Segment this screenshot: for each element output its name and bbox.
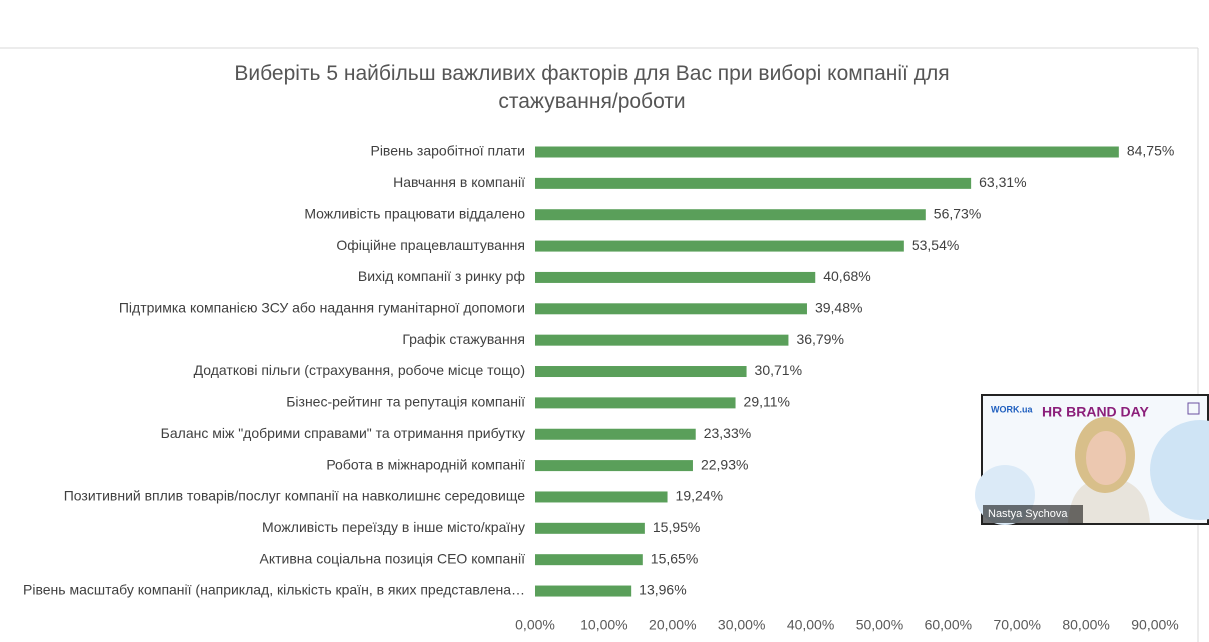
category-label: Робота в міжнародній компанії [326, 456, 525, 472]
x-tick-label: 40,00% [787, 617, 834, 633]
x-tick-label: 30,00% [718, 617, 765, 633]
bar [535, 240, 904, 252]
value-label: 22,93% [701, 456, 748, 472]
value-label: 84,75% [1127, 143, 1174, 159]
bar [535, 366, 747, 378]
category-label: Додаткові пільги (страхування, робоче мі… [194, 362, 525, 378]
category-label: Активна соціальна позиція СЕО компанії [260, 550, 526, 566]
value-label: 36,79% [796, 331, 843, 347]
x-tick-label: 50,00% [856, 617, 903, 633]
bar [535, 428, 696, 440]
value-label: 15,65% [651, 550, 698, 566]
value-label: 56,73% [934, 205, 981, 221]
bar [535, 397, 736, 409]
value-label: 13,96% [639, 582, 686, 598]
x-tick-label: 20,00% [649, 617, 696, 633]
bar [535, 460, 693, 472]
value-label: 19,24% [676, 488, 723, 504]
bar [535, 491, 668, 503]
x-tick-label: 0,00% [515, 617, 555, 633]
category-label: Рівень масштабу компанії (наприклад, кіл… [23, 582, 525, 598]
category-label: Рівень заробітної плати [370, 143, 525, 159]
x-tick-label: 70,00% [993, 617, 1040, 633]
category-label: Позитивний вплив товарів/послуг компанії… [64, 488, 525, 504]
x-tick-label: 10,00% [580, 617, 627, 633]
bar [535, 209, 926, 221]
value-label: 30,71% [755, 362, 802, 378]
bar [535, 177, 972, 189]
bar [535, 585, 632, 597]
bar [535, 522, 645, 534]
value-label: 63,31% [979, 174, 1026, 190]
value-label: 40,68% [823, 268, 870, 284]
bar [535, 554, 643, 566]
category-label: Підтримка компанією ЗСУ або надання гума… [119, 300, 525, 316]
bar [535, 146, 1119, 158]
x-tick-label: 80,00% [1062, 617, 1109, 633]
category-label: Можливість переїзду в інше місто/країну [262, 519, 525, 535]
bar [535, 303, 807, 315]
value-label: 53,54% [912, 237, 959, 253]
category-label: Баланс між "добрими справами" та отриман… [161, 425, 525, 441]
category-label: Бізнес-рейтинг та репутація компанії [286, 394, 525, 410]
value-label: 39,48% [815, 300, 862, 316]
chart-title: Виберіть 5 найбільш важливих факторів дл… [234, 62, 950, 113]
category-label: Вихід компанії з ринку рф [358, 268, 525, 284]
category-label: Можливість працювати віддалено [304, 205, 525, 221]
category-label: Графік стажування [402, 331, 525, 347]
bar [535, 271, 816, 283]
x-tick-label: 90,00% [1131, 617, 1178, 633]
category-label: Навчання в компанії [393, 174, 525, 190]
category-label: Офіційне працевлаштування [336, 237, 525, 253]
value-label: 23,33% [704, 425, 751, 441]
bar [535, 334, 789, 346]
x-tick-label: 60,00% [925, 617, 972, 633]
value-label: 15,95% [653, 519, 700, 535]
value-label: 29,11% [744, 394, 790, 410]
